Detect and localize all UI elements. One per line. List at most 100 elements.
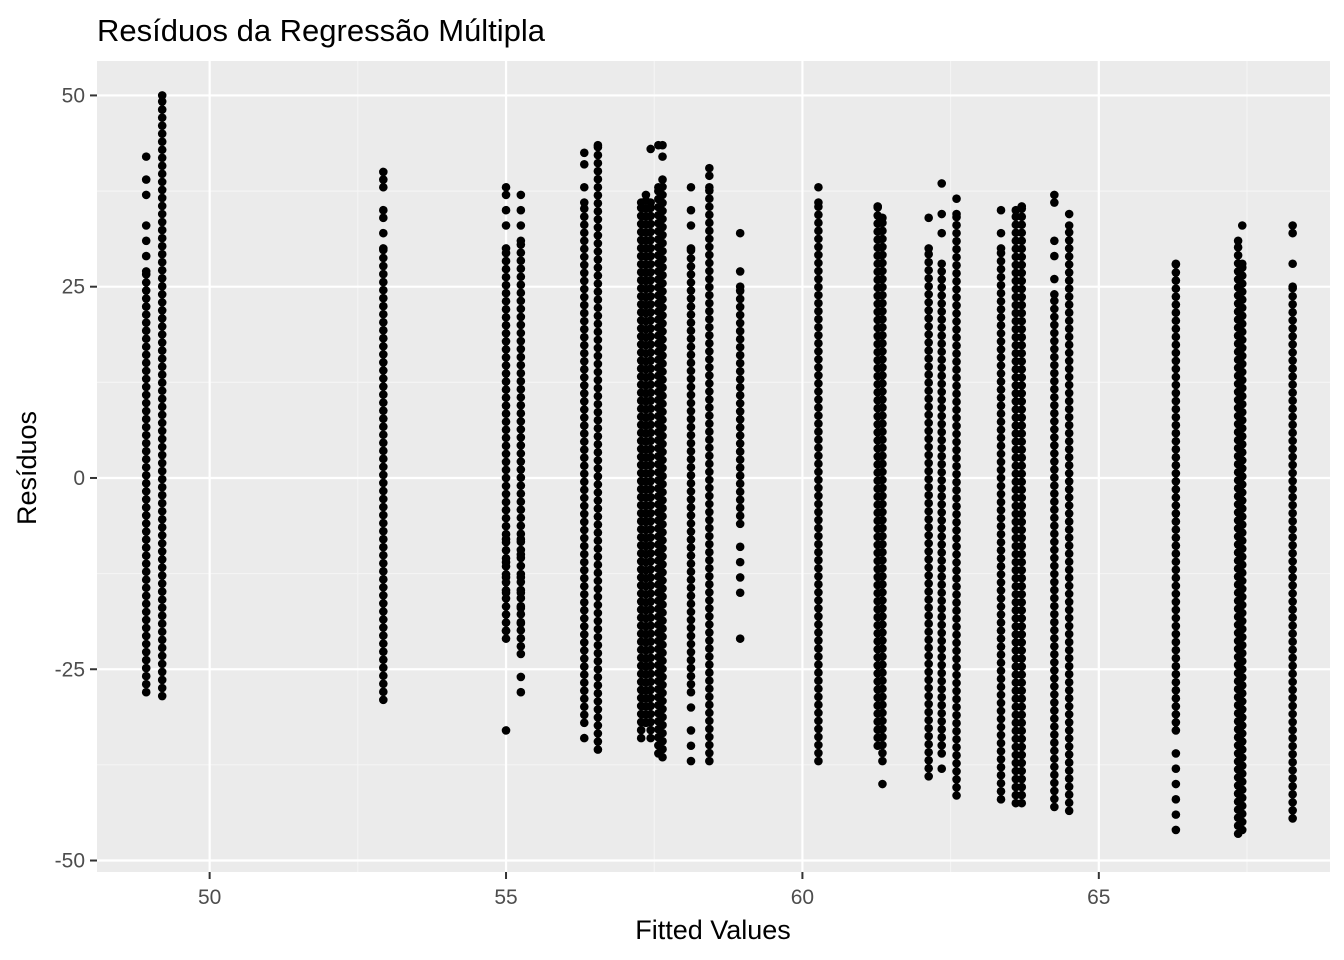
data-point <box>501 505 511 515</box>
data-point <box>924 579 933 588</box>
data-point <box>937 492 947 501</box>
data-point <box>705 250 714 260</box>
data-point <box>646 251 655 261</box>
data-point <box>501 425 511 435</box>
data-point <box>735 573 745 582</box>
data-point <box>593 311 603 321</box>
data-point <box>1064 501 1074 510</box>
data-point <box>878 274 887 284</box>
data-point <box>1064 244 1074 253</box>
data-point <box>814 234 823 244</box>
data-point <box>705 298 714 308</box>
data-point <box>516 376 526 386</box>
data-point <box>1171 324 1181 334</box>
data-point <box>516 433 526 442</box>
data-point <box>814 716 823 726</box>
data-point <box>1171 677 1181 687</box>
data-point <box>1064 798 1074 808</box>
data-point <box>1064 806 1074 816</box>
data-point <box>646 476 655 486</box>
data-point <box>157 306 167 315</box>
data-point <box>579 622 589 631</box>
data-point <box>1011 260 1021 270</box>
data-point <box>705 491 714 501</box>
data-point <box>1017 348 1027 358</box>
data-point <box>593 648 603 658</box>
data-point <box>952 333 961 342</box>
data-point <box>646 524 655 534</box>
data-point <box>705 371 714 380</box>
data-point <box>735 447 745 456</box>
data-point <box>516 328 526 338</box>
data-point <box>658 576 667 585</box>
data-point <box>735 588 745 598</box>
data-point <box>952 542 961 551</box>
data-point <box>516 288 526 298</box>
data-point <box>814 266 823 276</box>
data-point <box>658 640 667 650</box>
data-point <box>1011 774 1021 784</box>
data-point <box>501 244 511 253</box>
data-point <box>705 668 714 677</box>
data-point <box>501 433 511 443</box>
data-point <box>937 179 947 188</box>
data-point <box>1237 221 1247 230</box>
data-point <box>658 471 667 481</box>
data-point <box>593 713 603 722</box>
data-point <box>1017 622 1027 631</box>
data-point <box>516 481 526 490</box>
data-point <box>686 487 696 496</box>
data-point <box>686 398 696 408</box>
data-point <box>814 612 823 621</box>
data-point <box>1237 504 1247 513</box>
data-point <box>593 327 603 337</box>
data-point <box>1288 404 1297 414</box>
data-point <box>593 560 603 570</box>
data-point <box>952 220 961 230</box>
data-point <box>1017 276 1027 286</box>
data-point <box>814 620 823 629</box>
data-point <box>1050 553 1059 563</box>
point-column <box>1017 202 1027 808</box>
data-point <box>516 641 526 651</box>
data-point <box>878 459 887 469</box>
data-point <box>996 228 1006 238</box>
data-point <box>579 300 589 310</box>
data-point <box>516 534 526 544</box>
data-point <box>157 201 167 211</box>
data-point <box>1237 705 1247 714</box>
data-point <box>379 583 388 592</box>
data-point <box>516 619 526 628</box>
data-point <box>1288 677 1297 687</box>
data-point <box>1288 380 1297 389</box>
data-point <box>878 716 887 726</box>
data-point <box>1237 600 1247 610</box>
data-point <box>379 205 388 215</box>
data-point <box>1064 444 1074 454</box>
data-point <box>937 749 947 758</box>
data-point <box>157 402 167 412</box>
data-point <box>814 419 823 428</box>
data-point <box>379 309 388 319</box>
y-axis-title: Resíduos <box>12 411 42 525</box>
data-point <box>705 708 714 718</box>
data-point <box>379 502 388 512</box>
data-point <box>1171 284 1181 293</box>
data-point <box>996 537 1006 547</box>
data-point <box>593 697 603 706</box>
data-point <box>1011 356 1021 366</box>
data-point <box>814 387 823 396</box>
data-point <box>646 468 655 478</box>
data-point <box>646 396 655 406</box>
data-point <box>952 710 961 720</box>
data-point <box>516 513 526 523</box>
data-point <box>937 556 947 565</box>
data-point <box>1237 480 1247 489</box>
data-point <box>924 683 933 693</box>
data-point <box>579 148 589 158</box>
data-point <box>646 436 655 446</box>
data-point <box>658 664 667 674</box>
data-point <box>379 317 388 327</box>
data-point <box>1288 605 1297 614</box>
data-point <box>141 251 151 261</box>
